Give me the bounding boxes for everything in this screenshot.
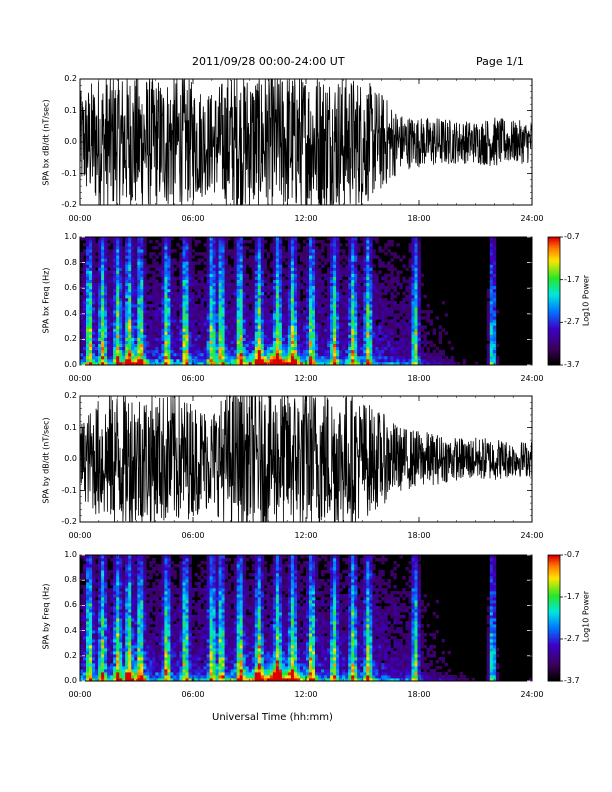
- colorbar: [547, 554, 563, 682]
- x-tick-label: 12:00: [294, 531, 318, 540]
- y-tick-label: 0.2: [64, 334, 77, 344]
- y-tick-label: -0.1: [61, 168, 77, 178]
- panel-4: [79, 554, 533, 682]
- y-tick-label: 0.0: [64, 454, 77, 463]
- x-tick-label: 12:00: [294, 690, 318, 699]
- x-tick-label: 06:00: [181, 214, 205, 223]
- colorbar-tick-label: -3.7: [564, 676, 580, 685]
- x-tick-label: 06:00: [181, 374, 205, 383]
- x-tick-label: 24:00: [520, 374, 544, 383]
- panel-1: [79, 78, 533, 206]
- y-tick-label: 0.0: [64, 676, 77, 685]
- x-tick-label: 00:00: [68, 690, 92, 699]
- header-title: 2011/09/28 00:00-24:00 UT: [192, 55, 345, 68]
- x-tick-label: 18:00: [407, 214, 431, 223]
- page-number: Page 1/1: [476, 55, 524, 68]
- x-tick-label: 18:00: [407, 690, 431, 699]
- colorbar: [547, 236, 563, 366]
- y-tick-label: -0.2: [61, 200, 77, 209]
- y-tick-label: -0.1: [61, 485, 77, 495]
- colorbar-tick-label: -2.7: [564, 317, 580, 327]
- y-tick-label: 0.2: [64, 650, 77, 660]
- heatmap-cells: [80, 555, 533, 682]
- y-tick-label: 0.4: [64, 308, 77, 318]
- colorbar-tick-label: -1.7: [564, 592, 580, 601]
- x-tick-label: 24:00: [520, 690, 544, 699]
- y-tick-label: 0.8: [64, 575, 77, 585]
- y-tick-label: 0.2: [64, 74, 77, 83]
- x-tick-label: 24:00: [520, 531, 544, 540]
- y-tick-label: 0.1: [64, 105, 77, 115]
- y-tick-label: 0.0: [64, 360, 77, 369]
- x-tick-label: 12:00: [294, 374, 318, 383]
- x-tick-label: 18:00: [407, 531, 431, 540]
- colorbar-tick-label: -2.7: [564, 634, 580, 643]
- y-tick-label: 0.8: [64, 257, 77, 267]
- x-tick-label: 24:00: [520, 214, 544, 223]
- y-tick-label: 0.2: [64, 391, 77, 400]
- series-line: [79, 394, 533, 523]
- x-tick-label: 00:00: [68, 531, 92, 540]
- colorbar-tick-label: -0.7: [564, 232, 580, 241]
- y-tick-label: 0.4: [64, 625, 77, 635]
- heatmap-cells: [80, 237, 500, 366]
- x-tick-label: 06:00: [181, 690, 205, 699]
- x-tick-label: 00:00: [68, 214, 92, 223]
- x-tick-label: 06:00: [181, 531, 205, 540]
- colorbar-tick-label: -1.7: [564, 274, 580, 284]
- panel-2: [79, 236, 533, 366]
- x-tick-label: 00:00: [68, 374, 92, 383]
- y-tick-label: 1.0: [64, 232, 77, 241]
- y-tick-label: 1.0: [64, 550, 77, 559]
- colorbar-tick-label: -0.7: [564, 550, 580, 559]
- y-tick-label: 0.1: [64, 422, 77, 432]
- x-tick-label: 12:00: [294, 214, 318, 223]
- panel-3: [79, 394, 533, 523]
- y-tick-label: -0.2: [61, 517, 77, 526]
- series-line: [79, 78, 533, 206]
- colorbar-tick-label: -3.7: [564, 360, 580, 369]
- x-axis-label: Universal Time (hh:mm): [212, 712, 333, 723]
- y-tick-label: 0.6: [64, 283, 77, 293]
- y-tick-label: 0.0: [64, 137, 77, 146]
- x-tick-label: 18:00: [407, 374, 431, 383]
- y-tick-label: 0.6: [64, 600, 77, 610]
